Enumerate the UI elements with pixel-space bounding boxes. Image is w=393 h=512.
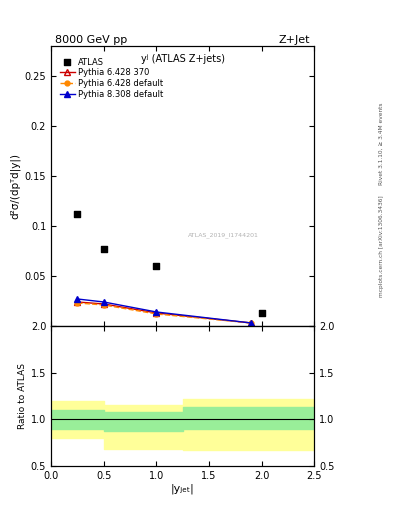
Pythia 8.308 default bbox=[101, 299, 106, 305]
Legend: ATLAS, Pythia 6.428 370, Pythia 6.428 default, Pythia 8.308 default: ATLAS, Pythia 6.428 370, Pythia 6.428 de… bbox=[58, 56, 165, 100]
Pythia 6.428 370 bbox=[75, 299, 80, 305]
Pythia 6.428 370 bbox=[154, 310, 159, 316]
Y-axis label: d²σ/(dpᵀd|y|): d²σ/(dpᵀd|y|) bbox=[10, 153, 20, 219]
Pythia 6.428 default bbox=[249, 320, 253, 326]
Line: Pythia 6.428 default: Pythia 6.428 default bbox=[75, 301, 253, 326]
Pythia 8.308 default bbox=[154, 309, 159, 315]
Pythia 6.428 370 bbox=[101, 301, 106, 307]
Line: Pythia 8.308 default: Pythia 8.308 default bbox=[74, 296, 254, 326]
Pythia 8.308 default bbox=[75, 296, 80, 302]
Text: Z+Jet: Z+Jet bbox=[279, 35, 310, 45]
ATLAS bbox=[259, 309, 265, 317]
Text: ATLAS_2019_I1744201: ATLAS_2019_I1744201 bbox=[188, 232, 259, 238]
ATLAS bbox=[101, 245, 107, 253]
Pythia 6.428 default bbox=[101, 302, 106, 308]
Pythia 8.308 default bbox=[249, 320, 253, 326]
Line: Pythia 6.428 370: Pythia 6.428 370 bbox=[74, 299, 254, 326]
Pythia 6.428 default bbox=[154, 311, 159, 317]
Text: mcplots.cern.ch [arXiv:1306.3436]: mcplots.cern.ch [arXiv:1306.3436] bbox=[379, 195, 384, 296]
ATLAS bbox=[74, 210, 81, 218]
ATLAS bbox=[153, 262, 160, 270]
Text: yʲ (ATLAS Z+jets): yʲ (ATLAS Z+jets) bbox=[141, 54, 225, 65]
Text: Rivet 3.1.10, ≥ 3.4M events: Rivet 3.1.10, ≥ 3.4M events bbox=[379, 102, 384, 185]
Text: 8000 GeV pp: 8000 GeV pp bbox=[55, 35, 127, 45]
Pythia 6.428 default bbox=[75, 300, 80, 306]
X-axis label: |yⱼₑₜ|: |yⱼₑₜ| bbox=[171, 483, 195, 494]
Pythia 6.428 370 bbox=[249, 320, 253, 326]
Y-axis label: Ratio to ATLAS: Ratio to ATLAS bbox=[18, 363, 27, 429]
